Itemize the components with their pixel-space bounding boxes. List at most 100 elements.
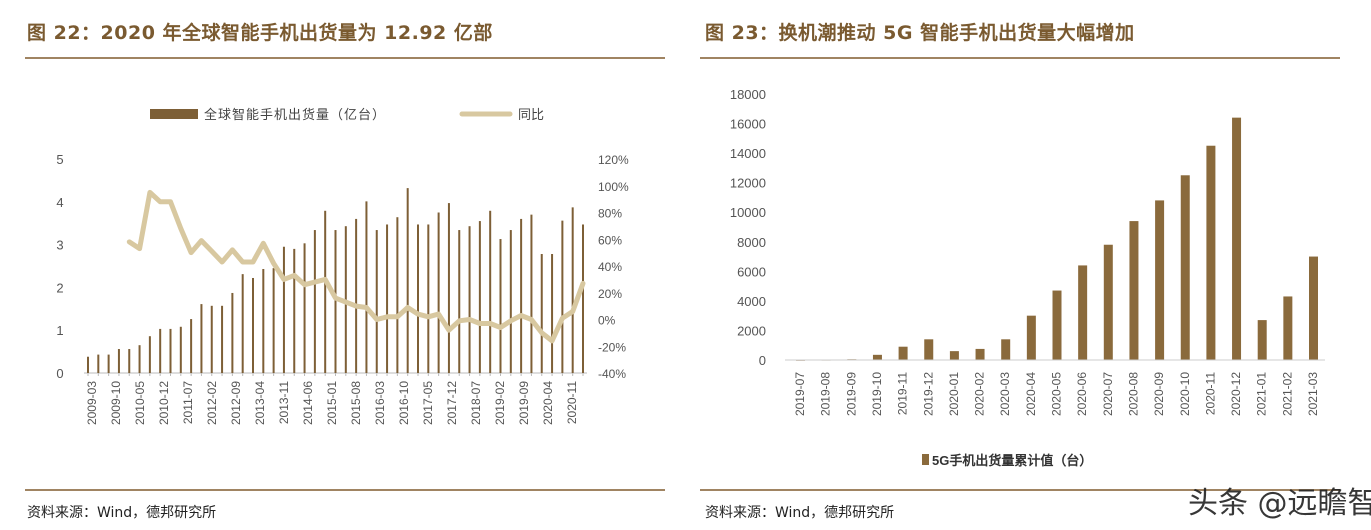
shipment-bar (148, 336, 151, 373)
x-tick-label: 2014-06 (301, 381, 315, 425)
shipment-bar (509, 230, 512, 373)
right-footer-divider (700, 489, 1340, 491)
shipment-bar (293, 248, 296, 373)
x-tick-label: 2012-09 (229, 381, 243, 425)
shipment-bar (355, 218, 358, 373)
yoy-line (126, 189, 586, 344)
shipment-bar (427, 224, 430, 373)
shipment-bar (282, 246, 285, 373)
left-chart-title: 图 22：2020 年全球智能手机出货量为 12.92 亿部 (27, 22, 493, 44)
5g-shipment-bar (1206, 145, 1216, 360)
x-tick-label: 2013-04 (253, 381, 267, 425)
x-tick-label: 2012-02 (205, 381, 219, 425)
shipment-bar (396, 217, 399, 373)
5g-shipment-bar (1001, 339, 1011, 360)
x-tick-label: 2020-07 (1101, 372, 1115, 416)
shipment-bar (324, 210, 327, 373)
shipment-bar (540, 254, 543, 373)
left-y-tick-label: 1 (56, 323, 63, 338)
right-source: 资料来源：Wind，德邦研究所 (705, 505, 895, 521)
5g-shipment-bar (1232, 117, 1242, 361)
x-tick-label: 2020-09 (1152, 372, 1166, 416)
shipment-bar (365, 201, 368, 373)
shipment-bar (447, 203, 450, 373)
shipment-bar (520, 218, 523, 373)
x-tick-label: 2020-04 (541, 381, 555, 425)
right-y-tick-label: 20% (598, 287, 622, 301)
y-tick-label: 4000 (737, 294, 766, 309)
shipment-bar (334, 230, 337, 373)
5g-shipment-bar (1129, 221, 1139, 360)
y-tick-label: 8000 (737, 235, 766, 250)
x-tick-label: 2021-02 (1280, 372, 1294, 416)
left-y-tick-label: 0 (56, 366, 63, 381)
shipment-bar (386, 224, 389, 373)
shipment-bar (561, 220, 564, 373)
x-tick-label: 2013-11 (277, 381, 291, 424)
y-tick-label: 0 (759, 353, 766, 368)
right-y-tick-label: 100% (598, 180, 629, 194)
x-tick-label: 2019-11 (896, 372, 910, 415)
right-y-tick-label: 60% (598, 233, 622, 247)
right-y-tick-label: 40% (598, 260, 622, 274)
shipment-bar (107, 354, 110, 373)
y-tick-label: 12000 (730, 176, 766, 191)
legend-line-label: 同比 (518, 107, 544, 122)
left-y-tick-label: 2 (56, 280, 63, 295)
right-y-tick-label: -40% (598, 367, 626, 381)
x-tick-label: 2020-11 (1203, 372, 1217, 415)
legend-bar-swatch (150, 109, 198, 119)
legend-label: 5G手机出货量累计值（台） (932, 453, 1092, 468)
shipment-bar (87, 356, 89, 373)
shipment-bar (582, 224, 584, 373)
right-y-tick-label: 80% (598, 207, 622, 221)
right-y-tick-label: 120% (598, 153, 629, 167)
shipment-bar (437, 212, 440, 373)
5g-shipment-bar (1283, 296, 1293, 360)
x-tick-label: 2010-12 (157, 381, 171, 425)
shipment-bar (489, 210, 492, 373)
5g-shipment-bar (949, 351, 959, 360)
right-title-divider (700, 57, 1340, 59)
watermark: 头条 @远瞻智库 (1188, 486, 1371, 521)
x-tick-label: 2020-12 (1229, 372, 1243, 416)
shipment-bar (210, 305, 213, 373)
x-tick-label: 2019-07 (793, 372, 807, 416)
right-y-tick-label: 0% (598, 314, 616, 328)
left-title-divider (25, 57, 665, 59)
left-y-tick-label: 4 (56, 195, 63, 210)
x-tick-label: 2016-10 (397, 381, 411, 425)
x-tick-label: 2015-01 (325, 381, 339, 425)
shipment-bar (128, 349, 131, 373)
shipment-bar (406, 188, 409, 373)
shipment-bar (571, 207, 574, 373)
x-tick-label: 2017-12 (445, 381, 459, 425)
shipment-bar (138, 345, 141, 373)
x-tick-label: 2011-07 (181, 381, 195, 424)
x-tick-label: 2009-10 (109, 381, 123, 425)
x-tick-label: 2009-03 (85, 381, 99, 425)
shipment-bar (117, 349, 120, 373)
x-tick-label: 2010-05 (133, 381, 147, 425)
shipment-bar (303, 243, 306, 373)
x-tick-label: 2020-10 (1178, 372, 1192, 416)
y-tick-label: 6000 (737, 264, 766, 279)
x-tick-label: 2019-08 (819, 372, 833, 416)
right-chart-title: 图 23：换机潮推动 5G 智能手机出货量大幅增加 (705, 22, 1135, 44)
shipment-bar (499, 239, 502, 373)
x-tick-label: 2021-01 (1255, 372, 1269, 416)
shipment-bar (252, 277, 254, 373)
y-tick-label: 10000 (730, 205, 766, 220)
x-tick-label: 2019-09 (844, 372, 858, 416)
5g-shipment-bar (924, 339, 934, 360)
shipment-bar (159, 328, 162, 373)
x-tick-label: 2020-11 (565, 381, 579, 424)
x-tick-label: 2020-08 (1126, 372, 1140, 416)
x-tick-label: 2018-07 (469, 381, 483, 425)
5g-shipment-bar (1309, 256, 1318, 360)
shipment-bar (478, 221, 481, 373)
left-y-tick-label: 3 (56, 238, 63, 253)
shipment-bar (169, 328, 172, 373)
5g-shipment-bar (898, 346, 908, 360)
right-y-tick-label: -20% (598, 340, 626, 354)
